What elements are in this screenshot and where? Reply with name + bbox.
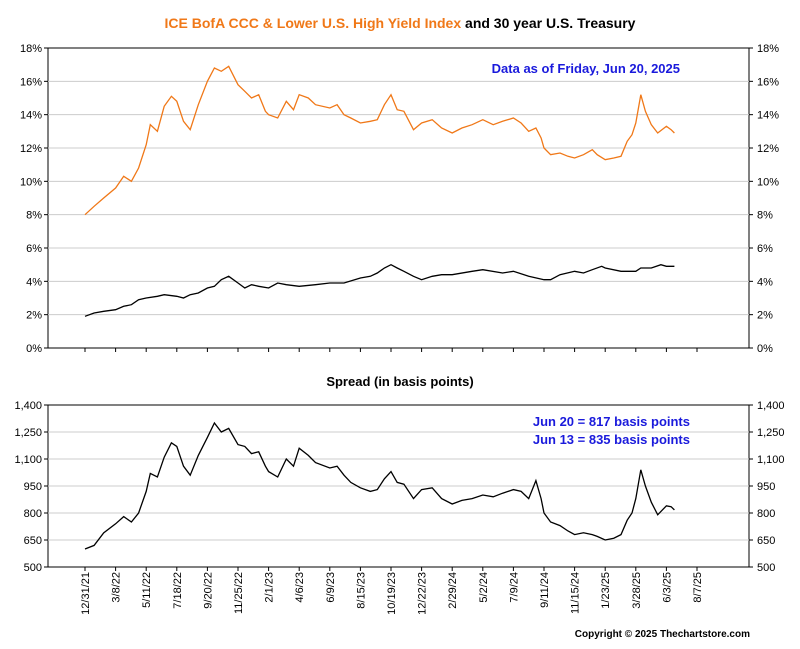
top-plot-area — [47, 47, 750, 349]
y-tick-label: 8% — [757, 210, 773, 222]
x-tick-label: 5/2/24 — [478, 572, 490, 603]
y-tick-label: 500 — [24, 562, 42, 574]
y-tick-label: 6% — [26, 243, 42, 255]
x-tick-label: 9/20/22 — [202, 572, 214, 609]
x-tick-label: 11/15/24 — [570, 572, 582, 614]
x-tick-label: 8/15/23 — [355, 572, 367, 609]
x-axis-labels: 12/31/21 3/8/22 5/11/22 7/18/22 9/20/22 11/25… — [80, 572, 704, 615]
y-tick-label: 1,100 — [757, 454, 785, 466]
x-tick-label: 10/19/23 — [386, 572, 398, 615]
x-tick-label: 5/11/22 — [141, 572, 153, 608]
y-tick-label: 950 — [757, 481, 775, 493]
x-tick-label: 1/23/25 — [600, 572, 612, 609]
y-tick-label: 6% — [757, 243, 773, 255]
bottom-gridlines — [48, 431, 749, 541]
series-line-spread — [84, 421, 675, 550]
top-y-ticks-right: 0% 2% 4% 6% 8% 10% 12% 14% 16% 18% — [749, 43, 779, 355]
chart-title: ICE BofA CCC & Lower U.S. High Yield Ind… — [165, 15, 636, 31]
y-tick-label: 4% — [757, 276, 773, 288]
top-y-ticks-left: 0% 2% 4% 6% 8% 10% 12% 14% 16% 18% — [20, 43, 48, 355]
y-tick-label: 8% — [26, 210, 42, 222]
top-gridlines — [48, 80, 749, 316]
y-tick-label: 650 — [757, 535, 775, 547]
y-tick-label: 10% — [757, 176, 779, 188]
y-tick-label: 12% — [757, 143, 779, 155]
y-tick-label: 1,250 — [14, 427, 42, 439]
chart-title-part2: and 30 year U.S. Treasury — [461, 15, 636, 31]
bottom-y-ticks-right: 500 650 800 950 1,100 1,250 1,400 — [749, 400, 785, 574]
bottom-y-ticks-left: 500 650 800 950 1,100 1,250 1,400 — [14, 400, 48, 574]
x-tick-label: 6/9/23 — [325, 572, 337, 603]
chart-title-part1: ICE BofA CCC & Lower U.S. High Yield Ind… — [165, 15, 462, 31]
x-tick-label: 2/29/24 — [447, 572, 459, 609]
x-tick-label: 8/7/25 — [692, 572, 704, 603]
y-tick-label: 950 — [24, 481, 42, 493]
y-tick-label: 800 — [24, 508, 42, 520]
spread-annotation-2: Jun 13 = 835 basis points — [533, 432, 690, 447]
y-tick-label: 16% — [20, 76, 42, 88]
y-tick-label: 18% — [757, 43, 779, 55]
x-tick-label: 7/18/22 — [172, 572, 184, 609]
series-line-hy-index — [84, 65, 675, 216]
top-x-tick-marks — [84, 348, 698, 352]
x-tick-label: 3/28/25 — [631, 572, 643, 609]
y-tick-label: 2% — [26, 310, 42, 322]
copyright: Copyright © 2025 Thechartstore.com — [575, 629, 750, 640]
bottom-x-tick-marks — [84, 567, 698, 571]
y-tick-label: 2% — [757, 310, 773, 322]
top-annotation: Data as of Friday, Jun 20, 2025 — [492, 61, 680, 76]
x-tick-label: 9/11/24 — [539, 572, 551, 608]
y-tick-label: 1,100 — [14, 454, 42, 466]
y-tick-label: 650 — [24, 535, 42, 547]
y-tick-label: 1,400 — [14, 400, 42, 412]
y-tick-label: 1,250 — [757, 427, 785, 439]
y-tick-label: 16% — [757, 76, 779, 88]
y-tick-label: 12% — [20, 143, 42, 155]
y-tick-label: 1,400 — [757, 400, 785, 412]
x-tick-label: 12/22/23 — [417, 572, 429, 615]
x-tick-label: 12/31/21 — [80, 572, 92, 615]
y-tick-label: 18% — [20, 43, 42, 55]
y-tick-label: 14% — [757, 110, 779, 122]
x-tick-label: 6/3/25 — [661, 572, 673, 603]
spread-annotation-1: Jun 20 = 817 basis points — [533, 414, 690, 429]
y-tick-label: 4% — [26, 276, 42, 288]
y-tick-label: 0% — [757, 343, 773, 355]
x-tick-label: 2/1/23 — [264, 572, 276, 603]
y-tick-label: 0% — [26, 343, 42, 355]
x-tick-label: 4/6/23 — [294, 572, 306, 603]
y-tick-label: 500 — [757, 562, 775, 574]
x-tick-label: 7/9/24 — [508, 572, 520, 603]
y-tick-label: 10% — [20, 176, 42, 188]
spread-title: Spread (in basis points) — [326, 374, 473, 389]
x-tick-label: 3/8/22 — [111, 572, 123, 603]
series-line-30yr-treasury — [84, 263, 675, 317]
y-tick-label: 800 — [757, 508, 775, 520]
y-tick-label: 14% — [20, 110, 42, 122]
x-tick-label: 11/25/22 — [233, 572, 245, 614]
